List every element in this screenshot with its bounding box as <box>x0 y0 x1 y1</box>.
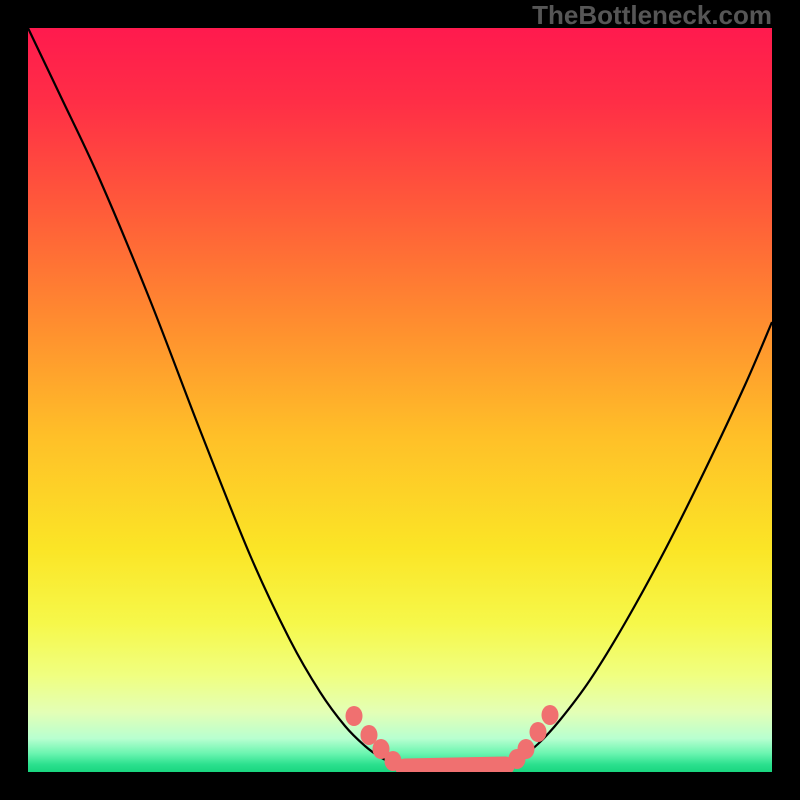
marker-dot <box>346 706 363 726</box>
frame-left <box>0 0 28 800</box>
watermark-text: TheBottleneck.com <box>532 0 772 31</box>
optimal-range-bar <box>405 766 505 768</box>
marker-dot <box>542 705 559 725</box>
chart-background <box>28 28 772 772</box>
marker-dot <box>530 722 547 742</box>
marker-dot <box>385 751 402 771</box>
bottleneck-chart <box>0 0 800 800</box>
frame-bottom <box>0 772 800 800</box>
frame-right <box>772 0 800 800</box>
marker-dot <box>518 739 535 759</box>
